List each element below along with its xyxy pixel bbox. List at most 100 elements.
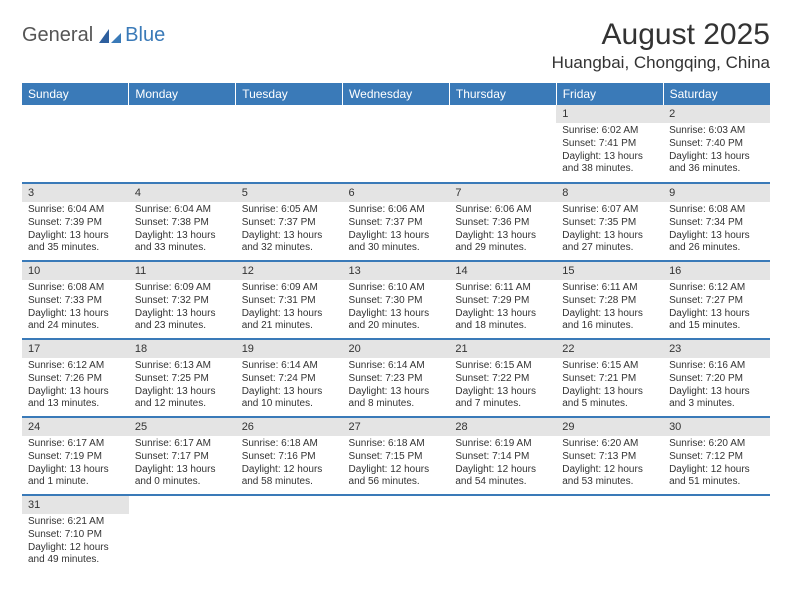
day-number: 10 [22, 262, 129, 280]
daylight-text: Daylight: 13 hours and 1 minute. [28, 464, 123, 490]
calendar-day-cell: 6Sunrise: 6:06 AMSunset: 7:37 PMDaylight… [343, 183, 450, 261]
day-number: 17 [22, 340, 129, 358]
weekday-header: Sunday [22, 83, 129, 105]
day-number: 29 [556, 418, 663, 436]
sunrise-text: Sunrise: 6:08 AM [669, 204, 764, 217]
month-title: August 2025 [552, 18, 770, 52]
calendar-day-cell: 11Sunrise: 6:09 AMSunset: 7:32 PMDayligh… [129, 261, 236, 339]
sunrise-text: Sunrise: 6:15 AM [455, 360, 550, 373]
day-content: Sunrise: 6:18 AMSunset: 7:15 PMDaylight:… [343, 436, 450, 493]
sunset-text: Sunset: 7:41 PM [562, 138, 657, 151]
sunset-text: Sunset: 7:30 PM [349, 295, 444, 308]
daylight-text: Daylight: 13 hours and 10 minutes. [242, 386, 337, 412]
day-content: Sunrise: 6:14 AMSunset: 7:23 PMDaylight:… [343, 358, 450, 415]
day-content: Sunrise: 6:12 AMSunset: 7:26 PMDaylight:… [22, 358, 129, 415]
sunset-text: Sunset: 7:28 PM [562, 295, 657, 308]
calendar-day-cell [449, 105, 556, 183]
daylight-text: Daylight: 13 hours and 16 minutes. [562, 308, 657, 334]
daylight-text: Daylight: 13 hours and 24 minutes. [28, 308, 123, 334]
calendar-day-cell: 13Sunrise: 6:10 AMSunset: 7:30 PMDayligh… [343, 261, 450, 339]
sunrise-text: Sunrise: 6:09 AM [135, 282, 230, 295]
daylight-text: Daylight: 13 hours and 36 minutes. [669, 151, 764, 177]
calendar-day-cell: 20Sunrise: 6:14 AMSunset: 7:23 PMDayligh… [343, 339, 450, 417]
sunset-text: Sunset: 7:16 PM [242, 451, 337, 464]
page-header: General Blue August 2025 Huangbai, Chong… [22, 18, 770, 73]
day-number: 19 [236, 340, 343, 358]
day-content: Sunrise: 6:07 AMSunset: 7:35 PMDaylight:… [556, 202, 663, 259]
calendar-week-row: 10Sunrise: 6:08 AMSunset: 7:33 PMDayligh… [22, 261, 770, 339]
calendar-day-cell: 18Sunrise: 6:13 AMSunset: 7:25 PMDayligh… [129, 339, 236, 417]
day-number: 26 [236, 418, 343, 436]
sunset-text: Sunset: 7:13 PM [562, 451, 657, 464]
day-content: Sunrise: 6:09 AMSunset: 7:32 PMDaylight:… [129, 280, 236, 337]
sunrise-text: Sunrise: 6:06 AM [455, 204, 550, 217]
day-number: 14 [449, 262, 556, 280]
weekday-header-row: Sunday Monday Tuesday Wednesday Thursday… [22, 83, 770, 105]
sunset-text: Sunset: 7:22 PM [455, 373, 550, 386]
daylight-text: Daylight: 13 hours and 12 minutes. [135, 386, 230, 412]
sunset-text: Sunset: 7:26 PM [28, 373, 123, 386]
daylight-text: Daylight: 13 hours and 29 minutes. [455, 230, 550, 256]
sunset-text: Sunset: 7:10 PM [28, 529, 123, 542]
weekday-header: Tuesday [236, 83, 343, 105]
day-content: Sunrise: 6:21 AMSunset: 7:10 PMDaylight:… [22, 514, 129, 571]
daylight-text: Daylight: 13 hours and 5 minutes. [562, 386, 657, 412]
sunrise-text: Sunrise: 6:04 AM [28, 204, 123, 217]
calendar-week-row: 3Sunrise: 6:04 AMSunset: 7:39 PMDaylight… [22, 183, 770, 261]
weekday-header: Thursday [449, 83, 556, 105]
day-content: Sunrise: 6:17 AMSunset: 7:17 PMDaylight:… [129, 436, 236, 493]
logo-text-general: General [22, 24, 93, 47]
calendar-day-cell: 17Sunrise: 6:12 AMSunset: 7:26 PMDayligh… [22, 339, 129, 417]
daylight-text: Daylight: 13 hours and 7 minutes. [455, 386, 550, 412]
calendar-day-cell: 24Sunrise: 6:17 AMSunset: 7:19 PMDayligh… [22, 417, 129, 495]
calendar-day-cell [449, 495, 556, 573]
daylight-text: Daylight: 13 hours and 8 minutes. [349, 386, 444, 412]
sunset-text: Sunset: 7:33 PM [28, 295, 123, 308]
sunset-text: Sunset: 7:19 PM [28, 451, 123, 464]
sunrise-text: Sunrise: 6:17 AM [28, 438, 123, 451]
day-number: 11 [129, 262, 236, 280]
calendar-day-cell: 1Sunrise: 6:02 AMSunset: 7:41 PMDaylight… [556, 105, 663, 183]
calendar-day-cell: 10Sunrise: 6:08 AMSunset: 7:33 PMDayligh… [22, 261, 129, 339]
daylight-text: Daylight: 12 hours and 56 minutes. [349, 464, 444, 490]
calendar-day-cell: 2Sunrise: 6:03 AMSunset: 7:40 PMDaylight… [663, 105, 770, 183]
sunset-text: Sunset: 7:35 PM [562, 217, 657, 230]
sunrise-text: Sunrise: 6:15 AM [562, 360, 657, 373]
day-number: 23 [663, 340, 770, 358]
daylight-text: Daylight: 13 hours and 26 minutes. [669, 230, 764, 256]
day-content: Sunrise: 6:19 AMSunset: 7:14 PMDaylight:… [449, 436, 556, 493]
day-number: 25 [129, 418, 236, 436]
calendar-day-cell: 26Sunrise: 6:18 AMSunset: 7:16 PMDayligh… [236, 417, 343, 495]
calendar-day-cell: 31Sunrise: 6:21 AMSunset: 7:10 PMDayligh… [22, 495, 129, 573]
day-content: Sunrise: 6:06 AMSunset: 7:36 PMDaylight:… [449, 202, 556, 259]
day-number: 22 [556, 340, 663, 358]
weekday-header: Saturday [663, 83, 770, 105]
day-number: 21 [449, 340, 556, 358]
calendar-day-cell [343, 105, 450, 183]
day-number: 7 [449, 184, 556, 202]
day-number: 12 [236, 262, 343, 280]
sunrise-text: Sunrise: 6:13 AM [135, 360, 230, 373]
day-content: Sunrise: 6:15 AMSunset: 7:22 PMDaylight:… [449, 358, 556, 415]
day-number: 9 [663, 184, 770, 202]
day-content: Sunrise: 6:11 AMSunset: 7:28 PMDaylight:… [556, 280, 663, 337]
sunset-text: Sunset: 7:31 PM [242, 295, 337, 308]
daylight-text: Daylight: 13 hours and 21 minutes. [242, 308, 337, 334]
calendar-day-cell: 9Sunrise: 6:08 AMSunset: 7:34 PMDaylight… [663, 183, 770, 261]
day-content: Sunrise: 6:18 AMSunset: 7:16 PMDaylight:… [236, 436, 343, 493]
daylight-text: Daylight: 13 hours and 38 minutes. [562, 151, 657, 177]
sunrise-text: Sunrise: 6:07 AM [562, 204, 657, 217]
sunrise-text: Sunrise: 6:04 AM [135, 204, 230, 217]
daylight-text: Daylight: 13 hours and 15 minutes. [669, 308, 764, 334]
calendar-week-row: 24Sunrise: 6:17 AMSunset: 7:19 PMDayligh… [22, 417, 770, 495]
sunrise-text: Sunrise: 6:11 AM [455, 282, 550, 295]
daylight-text: Daylight: 13 hours and 23 minutes. [135, 308, 230, 334]
day-content: Sunrise: 6:13 AMSunset: 7:25 PMDaylight:… [129, 358, 236, 415]
sunset-text: Sunset: 7:37 PM [242, 217, 337, 230]
sunrise-text: Sunrise: 6:14 AM [242, 360, 337, 373]
sunrise-text: Sunrise: 6:17 AM [135, 438, 230, 451]
sunrise-text: Sunrise: 6:19 AM [455, 438, 550, 451]
day-content: Sunrise: 6:04 AMSunset: 7:38 PMDaylight:… [129, 202, 236, 259]
daylight-text: Daylight: 13 hours and 35 minutes. [28, 230, 123, 256]
daylight-text: Daylight: 13 hours and 13 minutes. [28, 386, 123, 412]
